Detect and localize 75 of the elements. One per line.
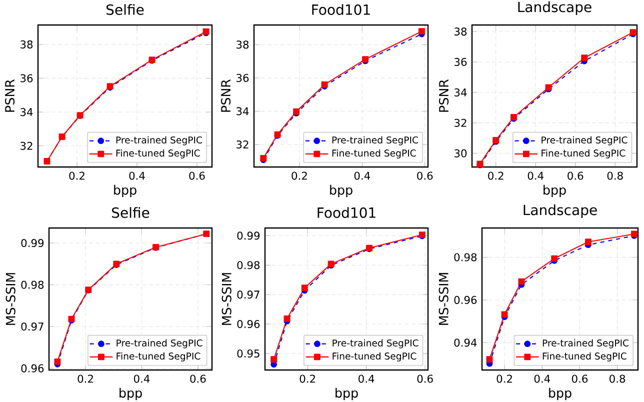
y-tick-label: 0.98: [21, 280, 44, 289]
legend-label: Fine-tuned SegPIC: [332, 352, 416, 362]
legend-label: Fine-tuned SegPIC: [542, 149, 626, 158]
x-tick-label: 0.8: [607, 172, 623, 180]
legend-label: Fine-tuned SegPIC: [116, 149, 200, 158]
x-axis-title: bpp: [330, 184, 352, 198]
x-axis-title: bpp: [114, 184, 136, 198]
legend-label: Fine-tuned SegPIC: [332, 149, 416, 158]
legend-label: Pre-trained SegPIC: [116, 339, 202, 348]
chart-title: Food101: [312, 4, 370, 15]
y-tick-label: 0.99: [237, 232, 260, 240]
y-tick-label: 32: [236, 140, 248, 149]
chart-title: Food101: [318, 207, 376, 218]
y-tick-label: 0.99: [21, 238, 44, 248]
x-tick-label: 0.2: [292, 172, 307, 180]
x-axis-title: bpp: [549, 388, 572, 400]
y-tick-label: 36: [20, 74, 33, 82]
y-tick-label: 34: [236, 107, 249, 116]
y-tick-label: 36: [454, 58, 467, 66]
x-axis-title: bpp: [336, 388, 358, 400]
x-tick-label: 0.2: [78, 374, 93, 383]
x-axis-title: bpp: [544, 184, 566, 198]
chart-title: Selfie: [112, 207, 150, 218]
y-axis-title: MS-SSIM: [222, 273, 232, 325]
y-tick-label: 0.97: [21, 322, 44, 331]
x-tick-label: 0.2: [496, 374, 512, 383]
x-tick-label: 0.4: [358, 374, 374, 383]
x-axis-title: bpp: [120, 388, 142, 400]
x-tick-label: 0.6: [190, 374, 206, 383]
x-tick-label: 0.6: [417, 172, 433, 180]
x-tick-label: 0.8: [610, 374, 626, 383]
legend-label: Pre-trained SegPIC: [542, 136, 628, 146]
y-tick-label: 38: [454, 27, 467, 36]
y-tick-label: 0.97: [237, 290, 260, 299]
legend-label: Pre-trained SegPIC: [332, 339, 418, 348]
y-axis-title: MS-SSIM: [438, 273, 448, 325]
y-tick-label: 36: [236, 74, 249, 82]
y-tick-label: 30: [454, 149, 467, 158]
y-tick-label: 34: [20, 108, 33, 116]
y-tick-label: 32: [20, 142, 32, 150]
x-tick-label: 0.4: [129, 172, 145, 180]
y-tick-label: 0.98: [454, 253, 477, 262]
y-tick-label: 0.98: [237, 261, 260, 270]
y-tick-label: 38: [20, 40, 33, 48]
y-tick-label: 0.96: [237, 320, 260, 328]
y-axis-title: PSNR: [4, 79, 15, 112]
y-tick-label: 34: [454, 88, 467, 96]
x-tick-label: 0.4: [354, 172, 370, 180]
legend-label: Fine-tuned SegPIC: [116, 352, 200, 362]
x-tick-label: 0.4: [534, 374, 550, 383]
x-tick-label: 0.2: [300, 374, 315, 383]
y-tick-label: 38: [236, 40, 249, 49]
chart-title: Selfie: [106, 4, 144, 15]
x-tick-label: 0.6: [572, 374, 588, 383]
chart-title: Landscape: [518, 1, 592, 15]
legend-label: Pre-trained SegPIC: [116, 136, 202, 146]
x-tick-label: 0.6: [189, 172, 205, 180]
y-tick-label: 0.95: [237, 349, 260, 358]
x-tick-label: 0.4: [528, 172, 544, 180]
y-tick-label: 0.96: [21, 364, 44, 372]
x-tick-label: 0.2: [69, 172, 84, 180]
legend-label: Fine-tuned SegPIC: [542, 352, 626, 362]
y-tick-label: 32: [454, 118, 466, 127]
legend-label: Pre-trained SegPIC: [332, 136, 418, 146]
y-axis-title: PSNR: [220, 79, 231, 112]
legend-label: Pre-trained SegPIC: [542, 339, 629, 348]
x-tick-label: 0.2: [488, 172, 504, 180]
x-tick-label: 0.6: [417, 374, 433, 383]
y-tick-label: 0.94: [454, 338, 477, 347]
x-tick-label: 0.4: [134, 374, 150, 383]
y-axis-title: PSNR: [438, 79, 449, 112]
y-axis-title: MS-SSIM: [6, 273, 16, 325]
x-tick-label: 0.6: [568, 172, 584, 180]
y-tick-label: 0.96: [454, 296, 477, 304]
chart-title: Landscape: [524, 204, 597, 218]
